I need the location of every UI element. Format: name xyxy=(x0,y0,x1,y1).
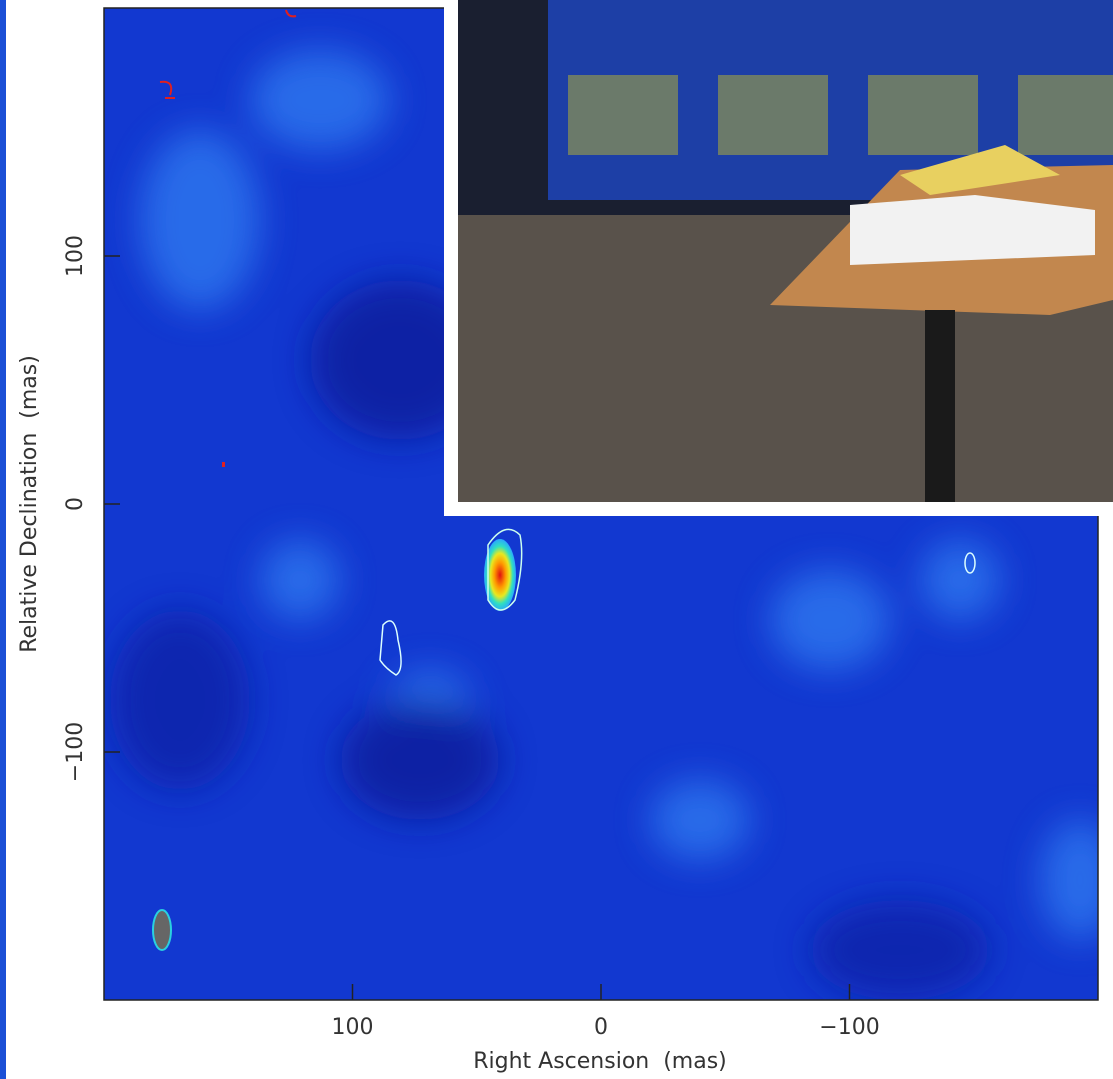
y-tick-label: −100 xyxy=(63,722,88,782)
y-tick-label: 100 xyxy=(63,235,88,277)
x-tick-label: −100 xyxy=(819,1015,879,1040)
y-tick-label: 0 xyxy=(63,497,88,511)
x-tick-label: 0 xyxy=(594,1015,608,1040)
x-axis-label: Right Ascension (mas) xyxy=(473,1049,727,1074)
inset-photo xyxy=(444,0,1113,516)
window-edge xyxy=(0,0,6,1079)
x-tick-label: 100 xyxy=(332,1015,374,1040)
y-axis-label: Relative Declination (mas) xyxy=(17,355,42,653)
